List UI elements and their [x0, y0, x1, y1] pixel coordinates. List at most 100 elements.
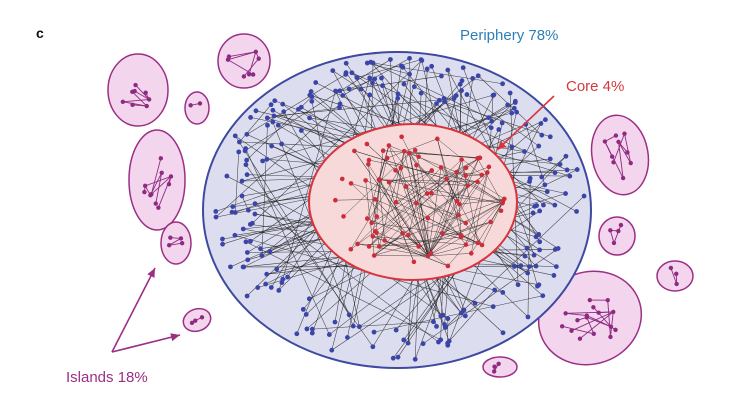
island-edge	[589, 299, 608, 301]
core-edge	[459, 157, 480, 205]
island-node	[591, 331, 596, 336]
core-edge	[409, 152, 432, 254]
periphery-node	[236, 149, 242, 155]
periphery-edge	[445, 195, 585, 328]
periphery-node	[553, 264, 559, 269]
periphery-node	[228, 264, 233, 270]
island-node	[496, 361, 501, 367]
island-node	[674, 281, 679, 287]
periphery-node	[220, 241, 225, 247]
island-node	[591, 305, 596, 310]
island-edge	[604, 141, 613, 157]
periphery-node	[488, 125, 494, 131]
periphery-node	[259, 253, 265, 259]
island-node	[628, 160, 633, 166]
periphery-node	[505, 102, 511, 108]
island-node	[609, 154, 615, 159]
periphery-node	[260, 158, 266, 164]
island-edge	[607, 300, 611, 337]
periphery-node	[518, 263, 524, 269]
island-edge	[135, 84, 150, 100]
periphery-node	[457, 81, 463, 87]
island	[590, 114, 650, 196]
island-node	[613, 133, 619, 138]
periphery-edge	[351, 72, 568, 171]
island-node	[179, 240, 185, 246]
core-edge	[470, 166, 490, 254]
periphery-node	[230, 204, 236, 209]
island-node	[611, 240, 617, 246]
core-edge	[465, 201, 503, 224]
island-edge	[579, 311, 614, 340]
island-region	[128, 129, 186, 231]
island-edge	[618, 141, 628, 153]
periphery-node	[337, 105, 342, 111]
periphery-node	[547, 156, 553, 162]
periphery-node	[264, 156, 270, 162]
island-edge	[248, 51, 257, 75]
island-edge	[593, 306, 612, 328]
periphery-node	[280, 101, 286, 107]
island	[482, 356, 518, 378]
periphery-node	[536, 282, 542, 288]
periphery-node	[313, 80, 319, 85]
core-node	[454, 198, 460, 204]
core-edge	[403, 151, 460, 205]
periphery-node	[536, 143, 542, 149]
periphery-node	[247, 221, 253, 227]
core-node	[400, 230, 405, 236]
periphery-edge	[273, 98, 455, 117]
periphery-edge	[526, 248, 538, 287]
core-node	[355, 241, 360, 247]
periphery-node	[458, 310, 464, 316]
periphery-node	[581, 193, 587, 199]
island-node	[611, 309, 616, 315]
island	[182, 307, 212, 333]
core-edge	[477, 158, 503, 204]
island-node	[256, 56, 261, 61]
periphery-node	[511, 105, 517, 111]
core-edge	[465, 166, 490, 176]
core-node	[440, 231, 445, 236]
core-edge	[465, 172, 488, 245]
periphery-node	[276, 287, 282, 293]
periphery-node	[557, 161, 563, 167]
periphery-node	[356, 324, 362, 330]
periphery-node	[367, 92, 373, 98]
periphery-node	[470, 76, 476, 81]
island-node	[491, 369, 497, 374]
periphery-node	[237, 139, 242, 145]
periphery-node	[309, 98, 315, 104]
core-edge	[372, 150, 384, 237]
core-node	[407, 150, 412, 156]
island	[537, 270, 643, 366]
periphery-node	[527, 175, 533, 181]
core-edge	[427, 159, 462, 257]
periphery-node	[340, 93, 346, 98]
periphery-edge	[215, 103, 341, 218]
island-node	[148, 193, 153, 198]
periphery-node	[279, 141, 285, 147]
core-edge	[354, 150, 447, 180]
periphery-node	[263, 281, 269, 287]
periphery-node	[564, 167, 570, 173]
core-node	[457, 202, 462, 207]
periphery-node	[370, 80, 375, 86]
core-edge	[378, 179, 478, 183]
core-node	[414, 162, 419, 168]
core-node	[363, 178, 368, 183]
islands-label: Islands 18%	[66, 369, 148, 386]
core-node	[459, 157, 464, 162]
periphery-node	[248, 115, 253, 120]
island-edge	[157, 176, 172, 208]
island-node	[246, 72, 252, 77]
core-edge	[388, 145, 429, 257]
core-node	[372, 197, 378, 202]
island-edge	[571, 311, 614, 332]
periphery-node	[500, 81, 506, 87]
periphery-node	[264, 115, 270, 121]
core-node	[377, 177, 382, 182]
periphery-node	[272, 98, 278, 104]
island-node	[130, 102, 135, 108]
core-node	[348, 181, 354, 186]
